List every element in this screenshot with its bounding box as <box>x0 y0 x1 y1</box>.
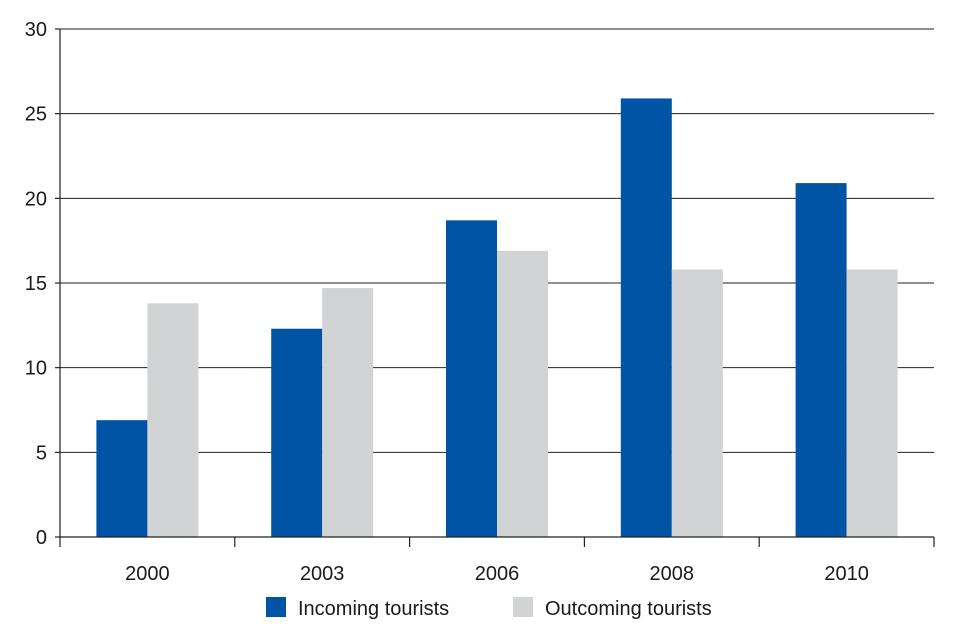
bar <box>446 220 497 537</box>
bar <box>620 98 672 537</box>
x-tick-label: 2003 <box>300 563 345 585</box>
y-tick-label: 10 <box>25 358 47 380</box>
bars <box>96 98 898 538</box>
bar <box>96 420 148 537</box>
x-tick-labels: 2000 2003 2006 2008 2010 <box>125 563 869 585</box>
y-tick-label: 0 <box>36 527 47 549</box>
x-tick-label: 2006 <box>475 563 520 585</box>
y-tick-labels: 0 5 10 15 20 25 30 <box>25 19 47 549</box>
bar <box>322 288 374 537</box>
x-tick-label: 2000 <box>125 563 170 585</box>
legend-label: Outcoming tourists <box>545 598 712 620</box>
bar <box>271 328 323 537</box>
bar <box>497 250 548 537</box>
y-tick-label: 25 <box>25 104 47 126</box>
y-tick-label: 15 <box>25 273 47 295</box>
x-tick-label: 2008 <box>650 563 695 585</box>
y-tick-label: 20 <box>25 188 47 210</box>
legend-swatch <box>266 597 286 617</box>
axes <box>55 28 935 547</box>
bar <box>147 303 199 537</box>
bar <box>795 183 847 538</box>
bar <box>846 269 898 537</box>
legend-swatch <box>513 597 533 617</box>
x-tick-label: 2010 <box>824 563 869 585</box>
legend-label: Incoming tourists <box>298 598 449 620</box>
legend: Incoming tourists Outcoming tourists <box>266 597 712 620</box>
y-tick-label: 30 <box>25 19 47 41</box>
bar <box>671 269 723 537</box>
y-tick-label: 5 <box>36 442 47 464</box>
